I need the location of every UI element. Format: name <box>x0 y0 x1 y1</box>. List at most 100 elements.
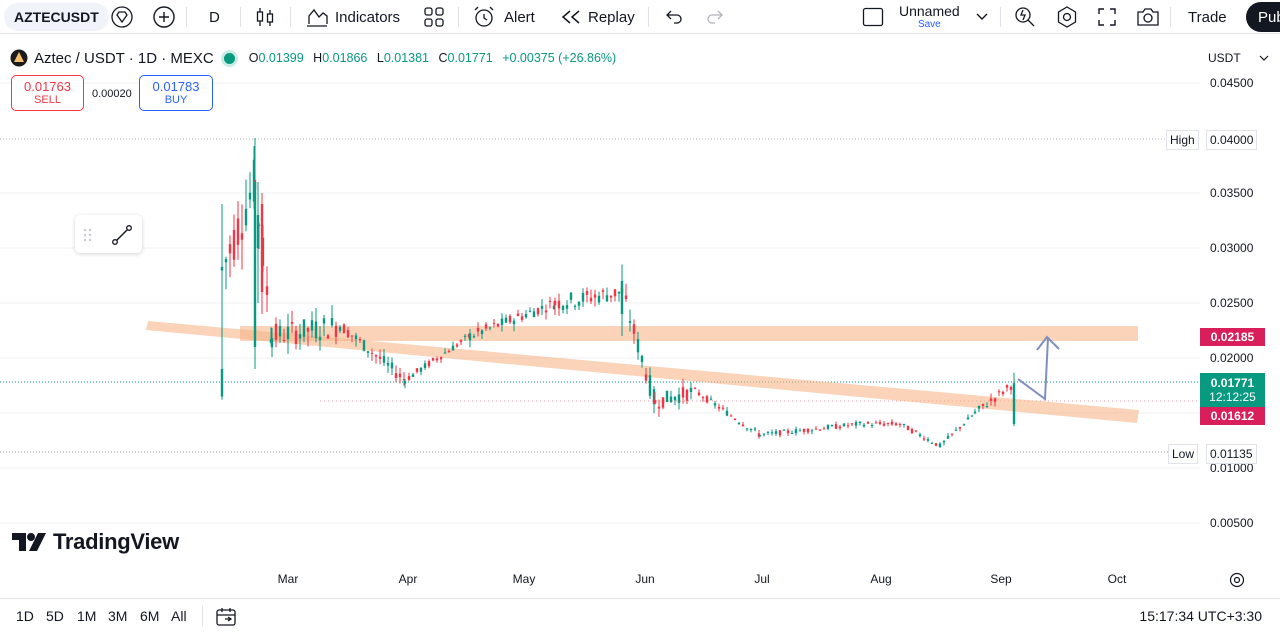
candle-body <box>553 300 557 306</box>
trade-button[interactable]: Trade <box>1174 2 1241 32</box>
sell-label: SELL <box>34 94 61 106</box>
candle-body <box>431 357 435 361</box>
candle-body <box>697 392 701 396</box>
redo-icon[interactable] <box>705 0 725 34</box>
drawing-toolbar[interactable] <box>75 215 142 253</box>
candle-body <box>733 418 737 420</box>
candle-body <box>504 317 508 323</box>
ohlc-values: O0.01399 H0.01866 L0.01381 C0.01771 +0.0… <box>248 51 617 65</box>
candle-body <box>552 305 556 310</box>
candle-body <box>601 290 605 292</box>
horizontal-zone[interactable] <box>240 326 1138 341</box>
price-tick: 0.04500 <box>1210 76 1254 90</box>
low-value: 0.01135 <box>1206 444 1257 464</box>
buy-button[interactable]: 0.01783 BUY <box>139 75 213 111</box>
candle-body <box>782 429 786 431</box>
chevron-down-icon <box>1259 55 1269 61</box>
projection-arrow[interactable] <box>1017 337 1049 401</box>
candle-body <box>557 300 561 309</box>
layout-button[interactable] <box>862 0 884 34</box>
replay-button[interactable]: Replay <box>560 0 635 34</box>
candle-body <box>741 424 745 427</box>
sell-button[interactable]: 0.01763 SELL <box>11 75 84 111</box>
candle-body <box>914 430 918 432</box>
tradingview-logo-icon <box>12 533 46 551</box>
indicators-icon <box>307 8 328 27</box>
candle-body <box>253 182 257 347</box>
candle-body <box>565 305 569 309</box>
price-tick: 0.00500 <box>1210 516 1254 530</box>
candle-body <box>290 322 294 324</box>
candle-body <box>443 352 447 354</box>
symbol-search-button[interactable]: AZTECUSDT <box>4 3 109 31</box>
indicators-button[interactable]: Indicators <box>305 0 400 34</box>
candle-body <box>516 313 520 317</box>
quick-search-icon[interactable] <box>1013 0 1037 34</box>
settings-gear-icon[interactable] <box>1055 0 1079 34</box>
candle-body <box>366 351 370 353</box>
compare-add-icon[interactable] <box>152 0 176 34</box>
candle-body <box>282 339 286 341</box>
candle-body <box>677 394 681 403</box>
candle-body <box>597 295 601 303</box>
range-1d[interactable]: 1D <box>16 608 34 624</box>
candle-body <box>532 311 536 318</box>
camera-icon[interactable] <box>1136 0 1160 34</box>
candle-body <box>244 208 248 226</box>
candle-body <box>757 433 761 437</box>
candle-body <box>938 443 942 448</box>
candle-body <box>589 297 593 302</box>
candle-body <box>977 405 981 409</box>
candle-body <box>894 423 898 426</box>
candle-body <box>753 428 757 430</box>
alert-label: Alert <box>504 8 535 26</box>
candle-body <box>274 323 278 340</box>
candle-body <box>609 295 613 298</box>
candle-body <box>665 390 669 402</box>
layout-name[interactable]: Unnamed Save <box>899 0 960 34</box>
candle-body <box>593 294 597 298</box>
axis-settings-icon[interactable] <box>1229 572 1245 593</box>
time-tick: Aug <box>870 572 892 586</box>
candle-body <box>476 327 480 332</box>
candle-body <box>721 407 725 409</box>
tradingview-logo[interactable]: TradingView <box>12 529 179 555</box>
candle-body <box>362 340 366 351</box>
range-all[interactable]: All <box>171 608 187 624</box>
candle-body <box>838 426 842 429</box>
candles-icon[interactable] <box>255 0 275 34</box>
undo-icon[interactable] <box>664 0 684 34</box>
alert-button[interactable]: Alert <box>472 0 535 34</box>
candle-body <box>354 335 358 340</box>
candle-body <box>701 397 705 399</box>
candle-body <box>786 430 790 434</box>
templates-icon[interactable] <box>423 0 445 34</box>
time-tick: Apr <box>398 572 418 586</box>
candle-body <box>862 424 866 427</box>
range-3m[interactable]: 3M <box>108 608 128 624</box>
candle-body <box>962 424 966 426</box>
interval-button[interactable]: D <box>209 0 220 34</box>
calendar-icon[interactable] <box>215 606 237 633</box>
rewind-icon <box>561 10 580 24</box>
time-tick: Jul <box>754 572 770 586</box>
candle-body <box>386 362 390 366</box>
candle-body <box>228 244 232 254</box>
price-chart[interactable] <box>0 38 1200 596</box>
candle-body <box>439 356 443 360</box>
descending-zone[interactable] <box>146 321 1139 423</box>
candle-body <box>648 375 652 396</box>
diamond-icon[interactable] <box>110 0 134 34</box>
candle-body <box>382 356 386 363</box>
candle-body <box>758 435 762 437</box>
chevron-down-icon[interactable] <box>976 0 988 34</box>
currency-selector[interactable]: USDT <box>1204 48 1270 68</box>
range-5d[interactable]: 5D <box>46 608 64 624</box>
publish-button[interactable]: Pub <box>1246 2 1280 32</box>
candles <box>220 138 1016 448</box>
candle-body <box>1009 386 1013 390</box>
fullscreen-icon[interactable] <box>1097 0 1117 34</box>
range-1m[interactable]: 1M <box>77 608 97 624</box>
candle-body <box>858 421 862 424</box>
range-6m[interactable]: 6M <box>140 608 160 624</box>
